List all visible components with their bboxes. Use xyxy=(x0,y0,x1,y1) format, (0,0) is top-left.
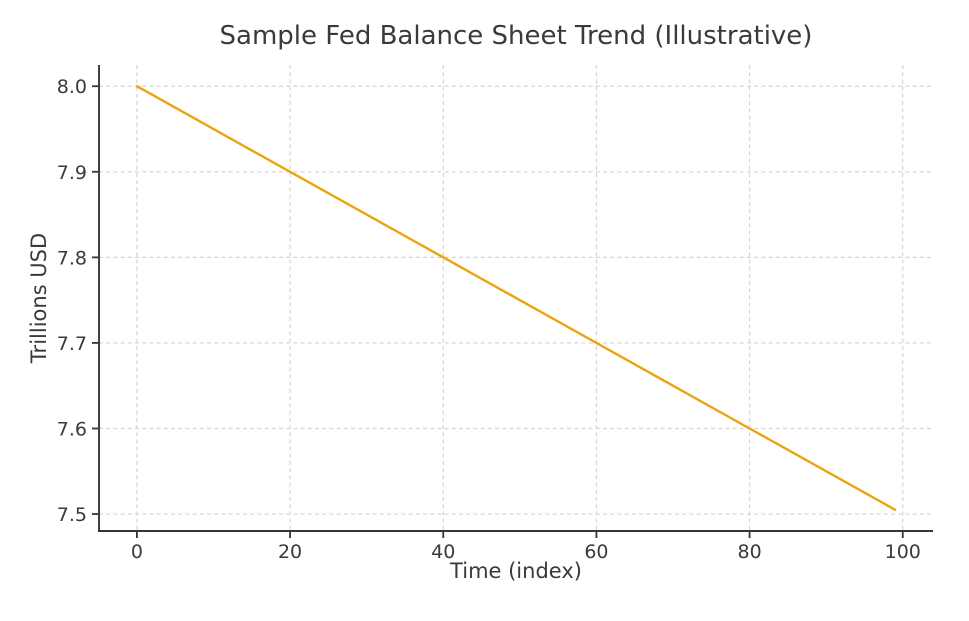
x-tick-label: 20 xyxy=(278,541,302,563)
x-tick-label: 80 xyxy=(737,541,761,563)
y-tick-label: 8.0 xyxy=(57,76,87,98)
y-tick-label: 7.9 xyxy=(57,162,87,184)
series-line xyxy=(135,85,897,511)
x-tick-label: 60 xyxy=(584,541,608,563)
chart-title: Sample Fed Balance Sheet Trend (Illustra… xyxy=(219,21,813,51)
y-axis-label: Trillions USD xyxy=(27,232,51,364)
x-tick-label: 0 xyxy=(131,541,143,563)
x-tick-label: 100 xyxy=(885,541,921,563)
y-tick-label: 7.6 xyxy=(57,418,87,440)
x-tick-label: 40 xyxy=(431,541,455,563)
y-tick-label: 7.5 xyxy=(57,504,87,526)
x-axis-label: Time (index) xyxy=(450,559,582,583)
y-tick-label: 7.8 xyxy=(57,247,87,269)
y-tick-label: 7.7 xyxy=(57,333,87,355)
